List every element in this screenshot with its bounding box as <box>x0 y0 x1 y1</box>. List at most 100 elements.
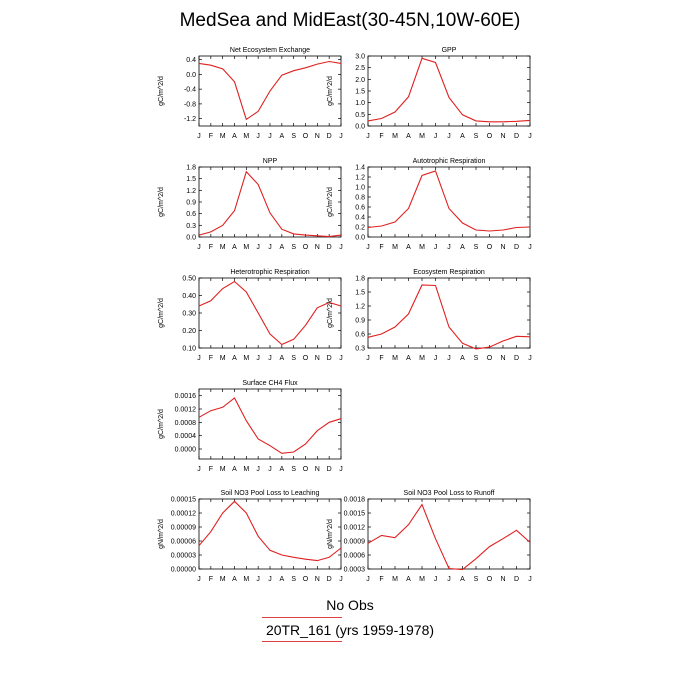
y-tick-label: 0.0 <box>186 235 196 242</box>
y-tick-label: 0.5 <box>355 112 365 119</box>
x-tick-label: A <box>406 133 411 140</box>
legend-model-label: 20TR_161 (yrs 1959-1978) <box>265 622 435 638</box>
x-tick-label: A <box>406 576 411 583</box>
x-tick-label: M <box>243 244 249 251</box>
y-tick-label: -0.8 <box>184 101 196 108</box>
x-tick-label: N <box>315 576 320 583</box>
y-tick-label: 1.0 <box>355 185 365 192</box>
x-tick-label: N <box>315 133 320 140</box>
x-tick-label: S <box>474 576 479 583</box>
x-tick-label: N <box>315 244 320 251</box>
panel-title: Autotrophic Respiration <box>413 158 486 165</box>
x-tick-label: J <box>268 244 272 251</box>
x-tick-label: J <box>339 133 343 140</box>
x-tick-label: F <box>379 133 383 140</box>
y-axis-label: gC/m^2/d <box>158 76 165 106</box>
y-tick-label: 0.4 <box>355 215 365 222</box>
y-tick-label: 0.0 <box>355 124 365 131</box>
x-tick-label: A <box>232 133 237 140</box>
x-tick-label: A <box>460 355 465 362</box>
x-tick-label: N <box>315 466 320 473</box>
x-tick-label: J <box>197 576 201 583</box>
plot-frame <box>198 498 342 570</box>
x-tick-label: A <box>279 355 284 362</box>
y-tick-label: 0.6 <box>355 332 365 339</box>
y-axis-label: gN/m^2/d <box>327 519 334 549</box>
x-tick-label: A <box>460 576 465 583</box>
chart-panel-8: Soil NO3 Pool Loss to Runoff gN/m^2/d J F M A… <box>327 490 532 583</box>
series-line-0 <box>367 284 531 350</box>
x-tick-label: O <box>487 355 493 362</box>
x-tick-label: M <box>419 355 425 362</box>
x-tick-label: J <box>197 244 201 251</box>
y-tick-label: 0.0012 <box>344 525 366 532</box>
y-tick-label: 0.0018 <box>344 497 366 504</box>
x-tick-label: O <box>303 466 309 473</box>
x-tick-label: D <box>327 466 332 473</box>
x-tick-label: J <box>528 244 532 251</box>
series-line-0 <box>198 280 342 346</box>
x-tick-label: O <box>487 133 493 140</box>
x-tick-label: S <box>474 244 479 251</box>
x-tick-label: M <box>419 133 425 140</box>
x-tick-label: S <box>291 355 296 362</box>
x-tick-label: D <box>327 355 332 362</box>
y-axis-label: gN/m^2/d <box>158 519 165 549</box>
x-tick-label: J <box>434 244 438 251</box>
x-tick-label: F <box>209 466 213 473</box>
series-line-0 <box>367 170 531 232</box>
y-tick-label: 1.8 <box>355 276 365 283</box>
x-tick-label: M <box>419 244 425 251</box>
x-tick-label: J <box>366 355 370 362</box>
y-tick-label: 2.0 <box>355 77 365 84</box>
x-tick-label: O <box>487 244 493 251</box>
x-tick-label: N <box>315 355 320 362</box>
y-tick-label: 0.4 <box>186 57 196 64</box>
y-tick-label: 0.9 <box>355 318 365 325</box>
x-tick-label: S <box>291 133 296 140</box>
x-tick-label: J <box>339 466 343 473</box>
x-tick-label: D <box>514 244 519 251</box>
x-tick-label: M <box>243 466 249 473</box>
x-tick-label: O <box>303 355 309 362</box>
x-tick-label: J <box>256 244 260 251</box>
x-tick-label: J <box>366 244 370 251</box>
x-tick-label: O <box>487 576 493 583</box>
y-tick-label: 0.00003 <box>171 553 196 560</box>
x-tick-label: A <box>232 576 237 583</box>
x-tick-label: J <box>197 466 201 473</box>
y-tick-label: -0.4 <box>184 87 196 94</box>
x-tick-label: J <box>256 133 260 140</box>
x-tick-label: M <box>243 355 249 362</box>
plot-frame <box>367 498 531 570</box>
plot-frame <box>367 166 531 238</box>
x-tick-label: A <box>460 133 465 140</box>
y-tick-label: 0.3 <box>355 346 365 353</box>
x-tick-label: A <box>406 244 411 251</box>
x-tick-label: F <box>209 576 213 583</box>
x-tick-label: A <box>232 244 237 251</box>
y-tick-label: 1.2 <box>186 188 196 195</box>
panel-title: Heterotrophic Respiration <box>230 269 309 276</box>
y-axis-label: gC/m^2/d <box>158 409 165 439</box>
y-tick-label: 0.40 <box>182 293 196 300</box>
series-line-0 <box>198 500 342 562</box>
panel-title: GPP <box>442 47 457 54</box>
x-tick-label: S <box>291 244 296 251</box>
x-tick-label: N <box>500 133 505 140</box>
series-line-0 <box>367 57 531 123</box>
legend-obs-rule <box>262 617 342 618</box>
y-tick-label: 2.5 <box>355 65 365 72</box>
x-tick-label: F <box>379 576 383 583</box>
x-tick-label: J <box>528 576 532 583</box>
x-tick-label: F <box>379 355 383 362</box>
y-tick-label: 0.0008 <box>175 420 197 427</box>
y-tick-label: 0.0016 <box>175 393 197 400</box>
x-tick-label: M <box>392 576 398 583</box>
x-tick-label: S <box>291 466 296 473</box>
x-tick-label: J <box>197 133 201 140</box>
x-tick-label: A <box>279 466 284 473</box>
